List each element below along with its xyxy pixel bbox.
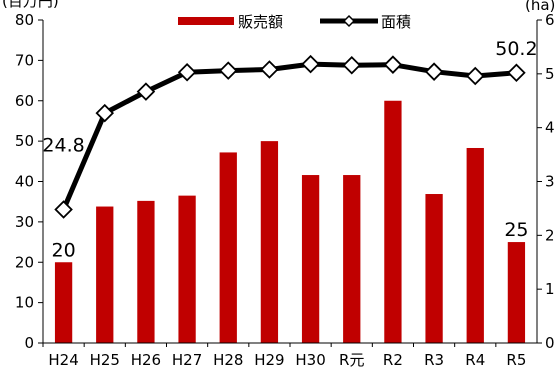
left-tick-label: 0: [24, 334, 34, 352]
bar: [466, 147, 484, 343]
x-tick-label: H28: [213, 351, 243, 369]
left-tick-label: 20: [15, 253, 34, 271]
bar: [301, 175, 320, 343]
bar: [260, 141, 279, 343]
line-point: [260, 60, 279, 79]
area-line: [61, 61, 517, 211]
bar: [219, 152, 237, 343]
legend-bar-swatch: [178, 17, 234, 25]
x-tick-label: R2: [383, 351, 403, 369]
line-point: [177, 62, 197, 82]
left-tick-label: 80: [15, 11, 34, 29]
bar: [137, 200, 155, 343]
bar: [507, 242, 526, 343]
bar: [343, 175, 361, 343]
bar: [425, 194, 443, 343]
legend: 販売額 面積: [178, 13, 411, 31]
legend-line-marker: [342, 14, 356, 28]
x-tick-label: H26: [131, 351, 161, 369]
x-tick-label: R元: [339, 351, 364, 369]
x-tick-label: H29: [254, 351, 284, 369]
bar-series: [54, 100, 526, 343]
left-axis: 0 10 20 30 40 50 60 70 80: [15, 11, 43, 352]
line-point: [218, 61, 238, 80]
left-tick-label: 60: [15, 92, 34, 110]
line-point: [465, 66, 485, 86]
data-label: 20: [51, 239, 75, 261]
data-label: 50.2: [495, 38, 537, 60]
x-tick-label: H27: [172, 351, 202, 369]
right-tick-label: 5: [545, 65, 555, 83]
left-tick-label: 10: [15, 294, 34, 312]
x-axis: H24 H25 H26 H27 H28 H29 H30 R元 R2 R3 R4 R5: [42, 343, 526, 369]
data-label: 24.8: [42, 134, 84, 156]
line-point: [507, 63, 526, 83]
x-tick-label: H30: [295, 351, 325, 369]
left-tick-label: 40: [15, 173, 34, 191]
line-point: [95, 103, 115, 123]
right-tick-label: 6: [545, 11, 555, 29]
line-point: [301, 54, 320, 74]
bar: [54, 262, 73, 343]
line-point: [424, 62, 444, 81]
right-tick-label: 3: [545, 173, 555, 191]
bar: [96, 206, 114, 343]
x-tick-label: R4: [465, 351, 485, 369]
x-tick-label: H24: [48, 351, 78, 369]
right-tick-label: 2: [545, 226, 555, 244]
right-axis-unit-label: (ha): [525, 0, 555, 14]
line-point: [342, 55, 362, 75]
bar: [178, 195, 196, 343]
right-tick-label: 0: [545, 334, 555, 352]
bar: [384, 100, 402, 343]
right-tick-label: 4: [545, 119, 555, 137]
legend-line-label: 面積: [381, 13, 411, 31]
data-labels: 24.8 20 50.2 25: [42, 38, 537, 261]
line-point: [383, 55, 403, 74]
line-point: [54, 200, 73, 219]
x-tick-label: R3: [424, 351, 444, 369]
line-series: [54, 54, 526, 219]
left-axis-unit-label: (百万円): [2, 0, 59, 10]
right-axis: 0 1 2 3 4 5 6: [537, 11, 555, 352]
line-point: [136, 82, 156, 101]
left-tick-label: 70: [15, 51, 34, 69]
legend-bar-label: 販売額: [238, 13, 283, 31]
data-label: 25: [504, 219, 528, 241]
x-tick-label: R5: [506, 351, 526, 369]
left-tick-label: 30: [15, 213, 34, 231]
left-tick-label: 50: [15, 132, 34, 150]
right-tick-label: 1: [545, 280, 555, 298]
x-tick-label: H25: [90, 351, 120, 369]
